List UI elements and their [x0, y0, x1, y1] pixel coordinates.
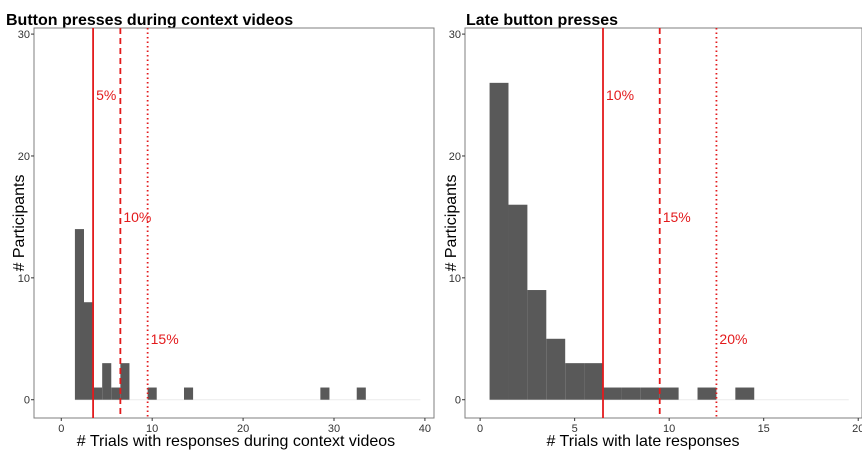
histogram-bar — [527, 290, 547, 400]
x-axis-title: # Trials with responses during context v… — [77, 433, 395, 450]
y-axis-title: # Participants — [443, 175, 460, 272]
x-axis-title: # Trials with late responses — [547, 433, 740, 450]
histogram-bar — [697, 387, 717, 400]
x-tick-label: 15 — [758, 423, 770, 435]
y-tick-label: 20 — [18, 151, 30, 163]
x-tick-label: 10 — [146, 423, 158, 435]
y-tick-label: 30 — [18, 29, 30, 41]
x-tick-label: 10 — [663, 423, 675, 435]
x-tick-label: 5 — [572, 423, 578, 435]
histogram-bar — [102, 363, 112, 400]
percentile-label: 10% — [606, 87, 634, 103]
histogram-bar — [640, 387, 660, 400]
histogram-bar — [320, 387, 330, 400]
histogram-bar — [120, 363, 130, 400]
histogram-bar — [659, 387, 679, 400]
x-tick-label: 20 — [237, 423, 249, 435]
y-tick-label: 10 — [449, 273, 461, 285]
histogram-bar — [603, 387, 622, 400]
histogram-bar — [184, 387, 194, 400]
y-tick-label: 10 — [18, 273, 30, 285]
percentile-label: 15% — [151, 331, 179, 347]
plot-frame — [33, 27, 435, 419]
x-tick-label: 0 — [58, 423, 64, 435]
histogram-bar — [93, 387, 103, 400]
histogram-bar — [584, 363, 604, 400]
chart-title: Button presses during context videos — [6, 12, 293, 29]
y-tick-label: 20 — [449, 151, 461, 163]
histogram-bar — [147, 387, 157, 400]
x-tick-label: 30 — [328, 423, 340, 435]
panel-context-videos: Button presses during context videos # T… — [6, 12, 435, 450]
histogram-bar — [735, 387, 755, 400]
histogram-bar — [621, 387, 641, 400]
percentile-label: 20% — [719, 331, 747, 347]
histogram-bar — [356, 387, 366, 400]
histogram-bar — [565, 363, 585, 400]
histogram-bar — [111, 387, 121, 400]
y-tick-label: 0 — [455, 395, 461, 407]
histogram-bar — [74, 229, 84, 400]
panel-late-presses: Late button presses # Trials with late r… — [443, 12, 862, 450]
chart-title: Late button presses — [466, 12, 618, 29]
histogram-bar — [546, 338, 566, 400]
x-tick-label: 40 — [419, 423, 431, 435]
x-tick-label: 20 — [852, 423, 862, 435]
histogram-bar — [489, 82, 509, 400]
y-axis-title: # Participants — [11, 175, 28, 272]
histogram-bar — [84, 302, 94, 400]
x-tick-label: 0 — [477, 423, 483, 435]
plot-frame — [464, 27, 862, 419]
y-tick-label: 30 — [449, 29, 461, 41]
percentile-label: 10% — [123, 209, 151, 225]
percentile-label: 15% — [663, 209, 691, 225]
histogram-bar — [508, 204, 528, 400]
percentile-label: 5% — [96, 87, 116, 103]
y-tick-label: 0 — [24, 395, 30, 407]
